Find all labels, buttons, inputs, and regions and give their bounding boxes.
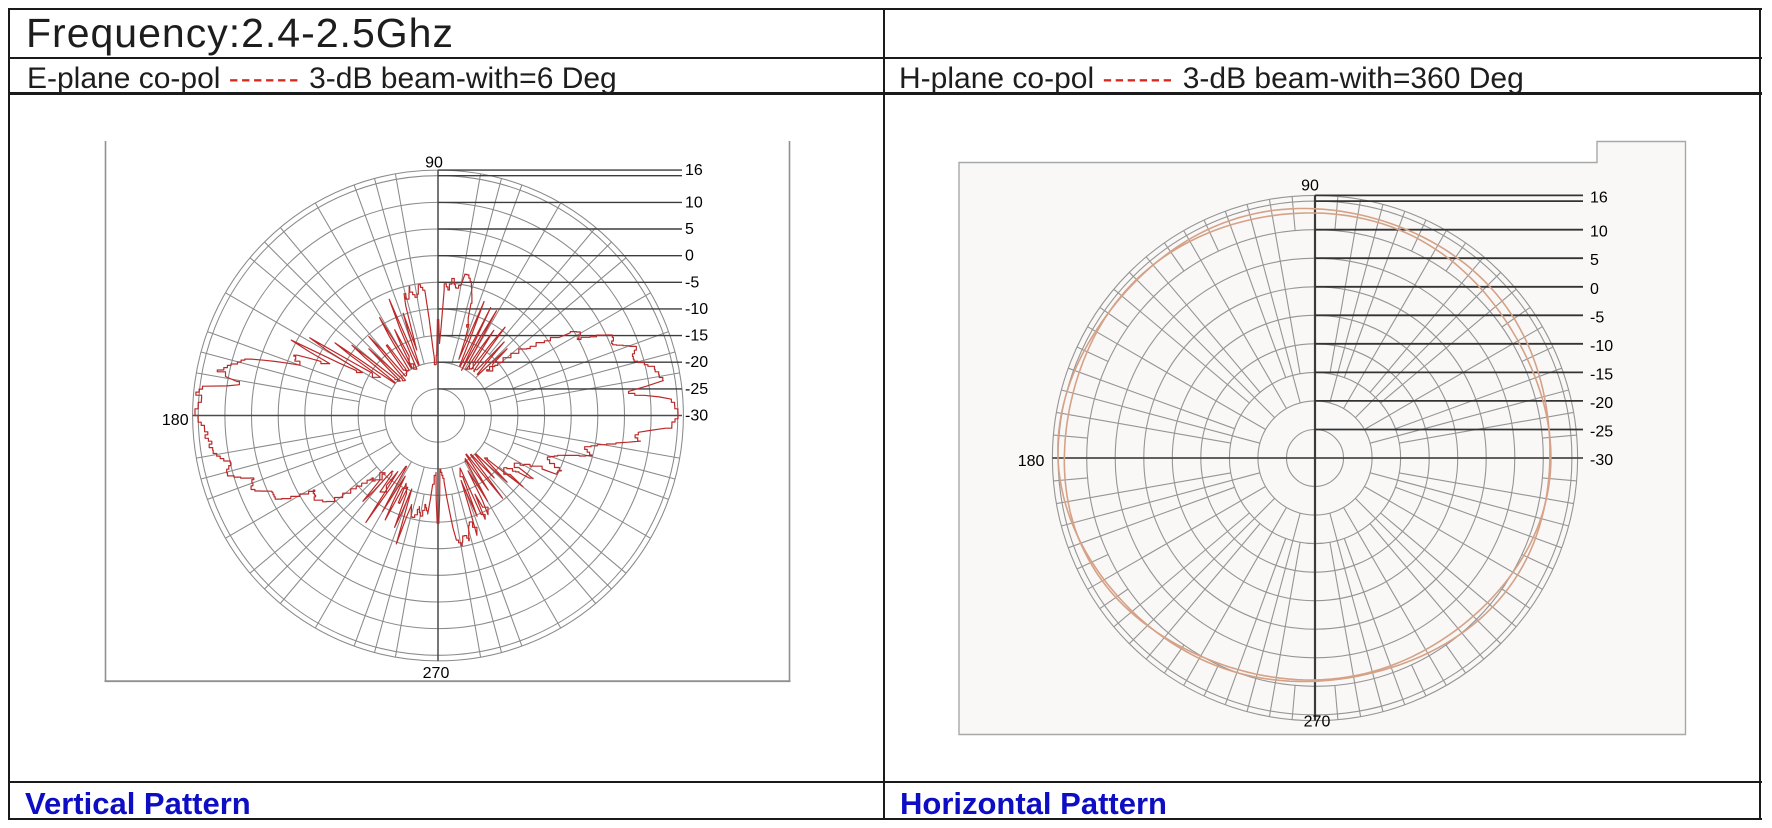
svg-text:10: 10 bbox=[685, 194, 703, 211]
svg-text:-5: -5 bbox=[1590, 309, 1604, 326]
svg-text:-15: -15 bbox=[1590, 366, 1613, 383]
svg-text:-20: -20 bbox=[685, 354, 708, 371]
svg-text:90: 90 bbox=[1301, 177, 1319, 194]
svg-text:5: 5 bbox=[1590, 252, 1599, 269]
svg-text:270: 270 bbox=[1304, 714, 1331, 731]
svg-text:-10: -10 bbox=[685, 301, 708, 318]
svg-text:-30: -30 bbox=[1590, 452, 1613, 469]
svg-text:-25: -25 bbox=[1590, 424, 1613, 441]
svg-text:-20: -20 bbox=[1590, 395, 1613, 412]
svg-text:0: 0 bbox=[1590, 281, 1599, 298]
svg-text:90: 90 bbox=[425, 155, 443, 172]
svg-text:-15: -15 bbox=[685, 328, 708, 345]
svg-text:16: 16 bbox=[1590, 189, 1608, 206]
svg-text:180: 180 bbox=[162, 412, 189, 429]
svg-text:0: 0 bbox=[685, 248, 694, 265]
svg-text:5: 5 bbox=[685, 221, 694, 238]
svg-text:-30: -30 bbox=[685, 408, 708, 425]
svg-text:270: 270 bbox=[423, 665, 450, 682]
svg-text:16: 16 bbox=[685, 162, 703, 179]
svg-text:180: 180 bbox=[1018, 453, 1045, 470]
svg-text:-5: -5 bbox=[685, 274, 699, 291]
svg-text:10: 10 bbox=[1590, 224, 1608, 241]
svg-text:-10: -10 bbox=[1590, 338, 1613, 355]
svg-text:-25: -25 bbox=[685, 381, 708, 398]
